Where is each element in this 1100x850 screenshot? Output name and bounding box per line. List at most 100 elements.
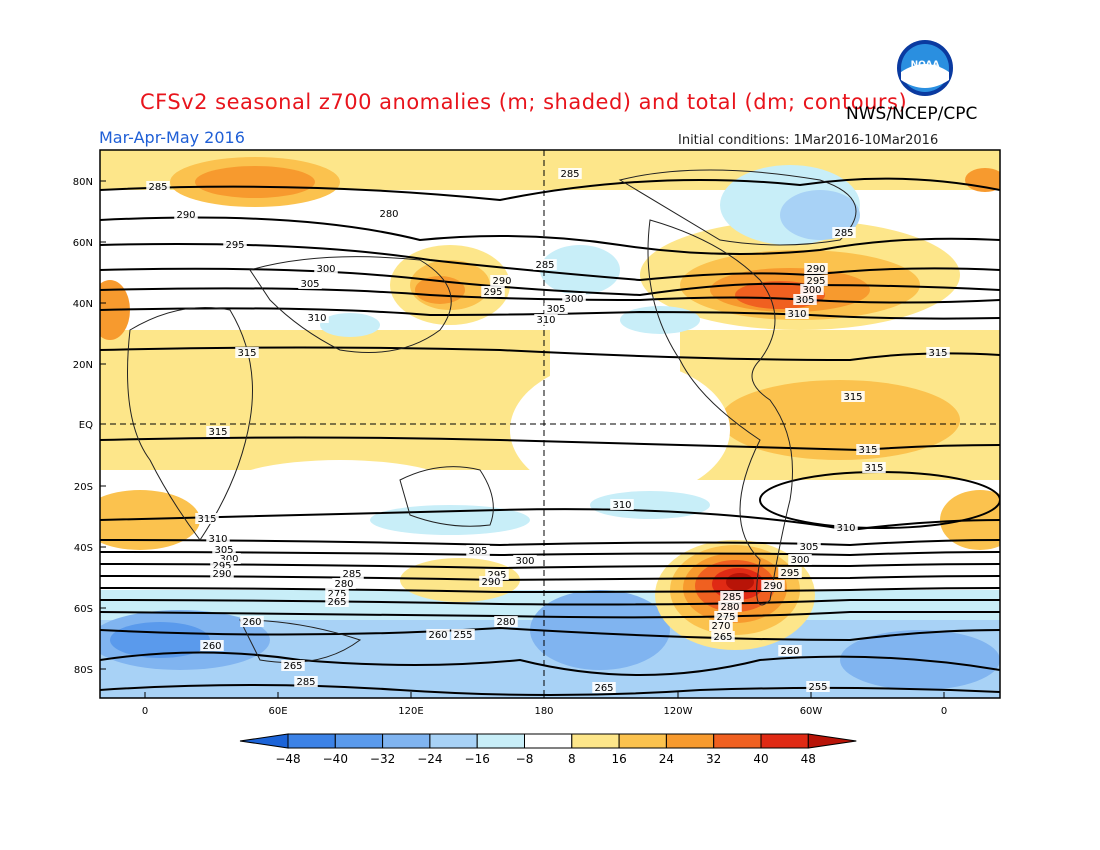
contour-label: 310	[836, 523, 855, 534]
longitude-axis: 0 60E 120E 180 120W 60W 0	[142, 692, 947, 717]
contour-label-bg	[788, 554, 812, 565]
contour-label: 290	[806, 264, 825, 275]
contour-label: 285	[722, 592, 741, 603]
contour-label-bg	[778, 567, 802, 578]
contour-label: 290	[763, 581, 782, 592]
colorbar-bin	[760, 733, 809, 749]
contour-label: 290	[481, 577, 500, 588]
contour-label-bg	[490, 275, 514, 286]
lat-label: EQ	[79, 420, 93, 431]
contour-label-bg	[240, 616, 264, 627]
contour-label-bg	[711, 631, 735, 642]
contour-label: 275	[327, 589, 346, 600]
lat-label: 60N	[73, 238, 93, 249]
lon-label: 180	[534, 706, 553, 717]
lon-label: 60W	[800, 706, 823, 717]
contour-label: 260	[780, 646, 799, 657]
lat-label: 60S	[74, 604, 93, 615]
contour-label: 300	[219, 554, 238, 565]
colorbar-bin	[524, 733, 573, 749]
contour-label-bg	[235, 347, 259, 358]
contour-label-bg	[926, 347, 950, 358]
latitude-axis: 80N 60N 40N 20N EQ 20S 40S 60S 80S	[73, 177, 106, 676]
contour-label-bg	[513, 555, 537, 566]
colorbar-bin	[287, 733, 336, 749]
contour-label: 280	[496, 617, 515, 628]
contour-label: 265	[713, 632, 732, 643]
contour-label: 295	[483, 287, 502, 298]
contour-label: 280	[379, 209, 398, 220]
contour-label-bg	[206, 426, 230, 437]
contour-label-bg	[797, 541, 821, 552]
contour-label-bg	[466, 545, 490, 556]
contour-label-bg	[562, 293, 586, 304]
contour-label: 260	[428, 630, 447, 641]
contour-label-bg	[804, 275, 828, 286]
colorbar-tick-label: −16	[465, 752, 490, 766]
contour-label: 285	[296, 677, 315, 688]
colorbar-bin	[334, 733, 384, 749]
contour-label-bg	[610, 499, 634, 510]
contour-label-bg	[862, 462, 886, 473]
contour-label: 305	[799, 542, 818, 553]
colorbar-bin	[571, 733, 620, 749]
contour-label-bg	[325, 596, 349, 607]
contour-label: 285	[535, 260, 554, 271]
contour-label: 300	[564, 294, 583, 305]
colorbar-max-arrow	[807, 733, 857, 749]
contour-label-bg	[709, 620, 733, 631]
contour-label-bg	[558, 168, 582, 179]
colorbar-tick-label: −48	[275, 752, 300, 766]
contour-label-bg	[294, 676, 318, 687]
contour-label: 310	[307, 313, 326, 324]
contour-label: 310	[612, 500, 631, 511]
contour-label-bg	[200, 640, 224, 651]
contour-label-bg	[212, 544, 236, 555]
contour-label: 285	[148, 182, 167, 193]
contour-label-bg	[325, 588, 349, 599]
contour-label-bg	[534, 314, 558, 325]
contour-label-bg	[377, 208, 401, 219]
contour-label: 255	[808, 682, 827, 693]
contour-label: 315	[928, 348, 947, 359]
contour-label-bg	[281, 660, 305, 671]
contour-label: 285	[342, 569, 361, 580]
lat-label: 40N	[73, 299, 93, 310]
contour-label-bg	[793, 294, 817, 305]
contour-label-bg	[451, 629, 475, 640]
contour-label-bg	[592, 682, 616, 693]
contour-label: 295	[487, 570, 506, 581]
colorbar-tick-label: 40	[753, 752, 768, 766]
contour-label-bg	[305, 312, 329, 323]
colorbar-tick-label: −24	[417, 752, 442, 766]
contour-label: 310	[787, 309, 806, 320]
contour-label-bg	[718, 601, 742, 612]
colorbar: −48 −40 −32 −24 −16 −8 8 16 24 32 40 48	[239, 733, 857, 766]
contour-label: 290	[176, 210, 195, 221]
lat-label: 20S	[74, 482, 93, 493]
reference-lines	[100, 150, 1000, 698]
contour-label-bg	[804, 263, 828, 274]
contour-label-bg	[223, 239, 247, 250]
contour-label-bg	[806, 681, 830, 692]
contour-label-bg	[841, 391, 865, 402]
contour-label: 305	[795, 295, 814, 306]
colorbar-tick-label: 8	[568, 752, 576, 766]
contour-label: 260	[242, 617, 261, 628]
contour-label: 265	[283, 661, 302, 672]
colorbar-tick-label: 16	[611, 752, 626, 766]
lat-label: 40S	[74, 543, 93, 554]
lon-label: 120W	[664, 706, 693, 717]
contour-label-bg	[340, 568, 364, 579]
lat-label: 80N	[73, 177, 93, 188]
contour-label-bg	[217, 553, 241, 564]
lon-label: 0	[941, 706, 947, 717]
colorbar-tick-label: −40	[323, 752, 348, 766]
contour-label-bg	[714, 611, 738, 622]
contour-label-bg	[485, 569, 509, 580]
contour-label: 300	[790, 555, 809, 566]
colorbar-min-arrow	[239, 733, 289, 749]
lon-label: 0	[142, 706, 148, 717]
contour-label-bg	[332, 578, 356, 589]
lat-label: 20N	[73, 360, 93, 371]
